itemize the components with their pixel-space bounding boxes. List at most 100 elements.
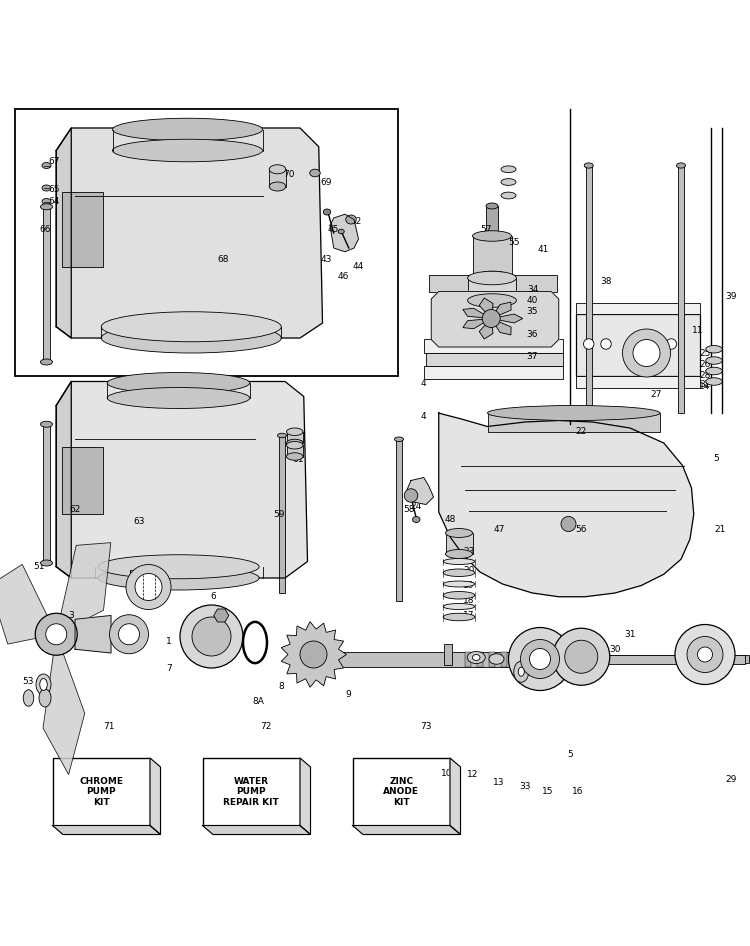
Ellipse shape bbox=[278, 433, 286, 438]
FancyBboxPatch shape bbox=[43, 424, 50, 563]
Ellipse shape bbox=[286, 453, 303, 461]
FancyBboxPatch shape bbox=[549, 652, 555, 667]
Polygon shape bbox=[479, 319, 493, 339]
Ellipse shape bbox=[286, 442, 303, 449]
FancyBboxPatch shape bbox=[53, 758, 150, 826]
Ellipse shape bbox=[40, 421, 53, 428]
Text: ZINC
ANODE
KIT: ZINC ANODE KIT bbox=[383, 777, 419, 807]
FancyBboxPatch shape bbox=[62, 192, 103, 267]
Ellipse shape bbox=[706, 377, 722, 385]
FancyBboxPatch shape bbox=[586, 166, 592, 413]
Text: 1: 1 bbox=[166, 638, 172, 646]
Circle shape bbox=[35, 613, 77, 656]
Ellipse shape bbox=[42, 185, 51, 191]
Text: 55: 55 bbox=[508, 237, 520, 247]
Ellipse shape bbox=[98, 554, 260, 579]
Ellipse shape bbox=[286, 439, 303, 447]
Ellipse shape bbox=[486, 203, 498, 209]
Text: 49: 49 bbox=[39, 686, 51, 695]
Ellipse shape bbox=[706, 345, 722, 353]
Text: 20: 20 bbox=[463, 566, 475, 575]
Text: 36: 36 bbox=[526, 330, 538, 339]
Ellipse shape bbox=[323, 209, 331, 215]
Polygon shape bbox=[202, 826, 310, 834]
Circle shape bbox=[666, 339, 676, 349]
Circle shape bbox=[300, 641, 327, 668]
Text: 68: 68 bbox=[217, 254, 229, 264]
Ellipse shape bbox=[98, 566, 260, 590]
Text: 18: 18 bbox=[463, 596, 475, 605]
FancyBboxPatch shape bbox=[286, 431, 303, 443]
Ellipse shape bbox=[101, 312, 281, 342]
FancyBboxPatch shape bbox=[472, 236, 512, 275]
FancyBboxPatch shape bbox=[424, 366, 562, 379]
Polygon shape bbox=[56, 381, 308, 578]
Ellipse shape bbox=[676, 163, 686, 168]
Ellipse shape bbox=[112, 118, 262, 141]
Circle shape bbox=[553, 628, 610, 685]
Text: 7: 7 bbox=[166, 663, 172, 673]
Ellipse shape bbox=[269, 182, 286, 191]
Ellipse shape bbox=[23, 690, 34, 707]
Ellipse shape bbox=[443, 558, 475, 565]
Text: 24: 24 bbox=[411, 502, 422, 511]
Text: 2: 2 bbox=[128, 622, 134, 631]
Text: 10: 10 bbox=[440, 768, 452, 778]
Text: 69: 69 bbox=[320, 178, 332, 186]
Ellipse shape bbox=[107, 388, 250, 409]
Text: 60: 60 bbox=[292, 440, 304, 449]
Text: 29: 29 bbox=[725, 775, 737, 783]
Ellipse shape bbox=[42, 163, 51, 168]
Circle shape bbox=[126, 565, 171, 609]
Text: 63: 63 bbox=[133, 517, 145, 526]
Ellipse shape bbox=[468, 272, 516, 285]
FancyBboxPatch shape bbox=[396, 439, 402, 601]
Text: 19: 19 bbox=[463, 581, 475, 590]
Ellipse shape bbox=[413, 517, 420, 522]
Polygon shape bbox=[56, 543, 111, 634]
Circle shape bbox=[180, 605, 243, 668]
Circle shape bbox=[530, 649, 550, 670]
Text: 52: 52 bbox=[128, 569, 140, 579]
Ellipse shape bbox=[40, 359, 53, 365]
Polygon shape bbox=[431, 291, 559, 347]
Text: 64: 64 bbox=[48, 197, 60, 206]
Circle shape bbox=[601, 339, 611, 349]
Circle shape bbox=[404, 489, 418, 502]
Polygon shape bbox=[150, 758, 160, 834]
Ellipse shape bbox=[40, 560, 53, 566]
Polygon shape bbox=[491, 319, 511, 335]
Circle shape bbox=[687, 637, 723, 673]
Text: CHROME
PUMP
KIT: CHROME PUMP KIT bbox=[80, 777, 123, 807]
Ellipse shape bbox=[706, 357, 722, 364]
Text: 42: 42 bbox=[350, 218, 361, 226]
Text: WATER
PUMP
REPAIR KIT: WATER PUMP REPAIR KIT bbox=[224, 777, 279, 807]
Text: 8: 8 bbox=[278, 682, 284, 692]
Ellipse shape bbox=[101, 323, 281, 353]
Circle shape bbox=[110, 615, 148, 654]
FancyBboxPatch shape bbox=[513, 652, 519, 667]
Text: 56: 56 bbox=[575, 525, 587, 534]
Text: 4: 4 bbox=[421, 412, 427, 421]
Circle shape bbox=[622, 329, 670, 377]
FancyBboxPatch shape bbox=[486, 206, 498, 236]
Ellipse shape bbox=[286, 428, 303, 435]
FancyBboxPatch shape bbox=[576, 303, 700, 314]
FancyBboxPatch shape bbox=[444, 644, 452, 665]
FancyBboxPatch shape bbox=[537, 652, 543, 667]
FancyBboxPatch shape bbox=[314, 652, 561, 667]
Polygon shape bbox=[406, 478, 433, 504]
Circle shape bbox=[698, 647, 712, 662]
Text: 51: 51 bbox=[33, 562, 45, 571]
Ellipse shape bbox=[394, 437, 404, 442]
Ellipse shape bbox=[443, 613, 475, 621]
Text: 33: 33 bbox=[519, 782, 531, 791]
Ellipse shape bbox=[107, 373, 250, 394]
FancyBboxPatch shape bbox=[561, 656, 748, 663]
FancyBboxPatch shape bbox=[279, 435, 285, 593]
Ellipse shape bbox=[443, 569, 475, 576]
Text: 3: 3 bbox=[68, 611, 74, 620]
FancyBboxPatch shape bbox=[429, 275, 556, 291]
Text: 61: 61 bbox=[292, 455, 304, 464]
Text: 35: 35 bbox=[526, 307, 538, 316]
